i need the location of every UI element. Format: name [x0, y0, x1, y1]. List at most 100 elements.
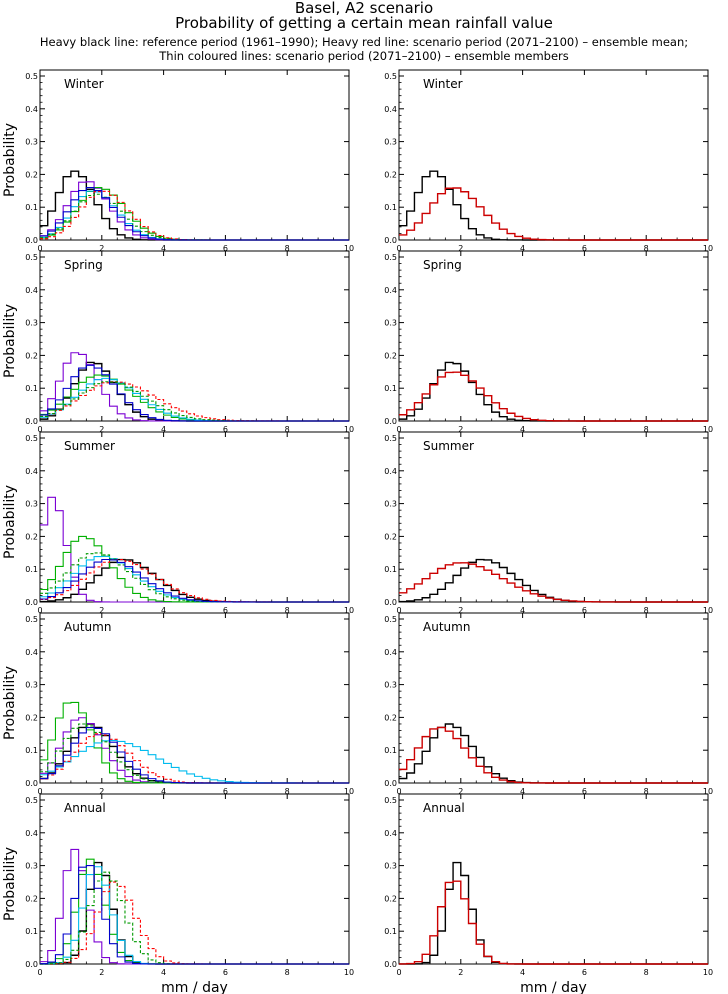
- x-tick-label-right-annual: 0: [396, 968, 401, 977]
- y-tick-label-left-annual: 0.1: [25, 927, 38, 936]
- x-tick-label-left-autumn: 8: [285, 787, 290, 796]
- y-tick-label-right-winter: 0.0: [384, 236, 397, 245]
- x-tick-label-right-summer: 4: [520, 606, 525, 615]
- y-tick-label-right-autumn: 0.0: [384, 779, 397, 788]
- series-member-left-winter-6: [40, 186, 349, 241]
- x-tick-label-right-annual: 2: [458, 968, 463, 977]
- y-tick-label-left-winter: 0.1: [25, 203, 38, 212]
- y-tick-label-left-summer: 0.2: [25, 532, 38, 541]
- legend-note-line2: Thin coloured lines: scenario period (20…: [159, 49, 569, 63]
- y-tick-label-left-summer: 0.3: [25, 500, 38, 509]
- y-tick-label-left-summer: 0.4: [25, 467, 38, 476]
- season-label-right-winter: Winter: [423, 77, 463, 91]
- y-tick-label-left-autumn: 0.5: [25, 615, 38, 624]
- x-tick-label-left-annual: 2: [99, 968, 104, 977]
- y-tick-label-left-annual: 0.3: [25, 862, 38, 871]
- x-tick-label-right-winter: 10: [703, 244, 713, 253]
- x-tick-label-right-winter: 0: [396, 244, 401, 253]
- season-label-right-annual: Annual: [423, 801, 465, 815]
- y-tick-label-right-autumn: 0.3: [384, 681, 397, 690]
- plot-frame-right-summer: [398, 431, 709, 603]
- x-tick-label-left-autumn: 10: [344, 787, 354, 796]
- y-tick-label-right-autumn: 0.2: [384, 713, 397, 722]
- x-tick-label-right-summer: 6: [582, 606, 587, 615]
- x-tick-label-left-winter: 6: [223, 244, 228, 253]
- legend-note-line1: Heavy black line: reference period (1961…: [39, 35, 689, 49]
- y-axis-title-left-spring: Probability: [2, 304, 18, 378]
- x-tick-label-right-autumn: 4: [520, 787, 525, 796]
- y-tick-label-left-winter: 0.4: [25, 105, 38, 114]
- x-tick-label-right-winter: 6: [582, 244, 587, 253]
- x-tick-label-left-annual: 4: [161, 968, 166, 977]
- series-scenario_mean-right-spring-1: [399, 371, 708, 422]
- x-tick-label-right-winter: 4: [520, 244, 525, 253]
- x-tick-label-left-spring: 10: [344, 425, 354, 434]
- series-member-left-annual-6: [40, 865, 349, 965]
- series-scenario_mean-right-summer-1: [399, 562, 708, 603]
- y-tick-label-left-summer: 0.5: [25, 434, 38, 443]
- x-tick-label-left-summer: 8: [285, 606, 290, 615]
- y-tick-label-left-autumn: 0.4: [25, 648, 38, 657]
- x-axis-title-left-annual: mm / day: [161, 980, 228, 994]
- plot-frame-right-winter: [398, 69, 709, 241]
- x-tick-label-right-spring: 4: [520, 425, 525, 434]
- x-tick-label-right-autumn: 0: [396, 787, 401, 796]
- y-tick-label-right-autumn: 0.1: [384, 746, 397, 755]
- x-tick-label-right-spring: 8: [644, 425, 649, 434]
- series-scenario_mean-right-winter-1: [399, 187, 708, 241]
- x-tick-label-left-spring: 0: [37, 425, 42, 434]
- y-axis-title-left-summer: Probability: [2, 485, 18, 559]
- y-tick-label-left-summer: 0.1: [25, 565, 38, 574]
- y-tick-label-right-winter: 0.3: [384, 138, 397, 147]
- x-tick-label-right-spring: 2: [458, 425, 463, 434]
- x-tick-label-left-autumn: 4: [161, 787, 166, 796]
- y-tick-label-left-autumn: 0.0: [25, 779, 38, 788]
- figure-subtitle: Probability of getting a certain mean ra…: [175, 14, 553, 32]
- x-tick-label-right-autumn: 6: [582, 787, 587, 796]
- x-tick-label-left-summer: 6: [223, 606, 228, 615]
- y-tick-label-left-spring: 0.2: [25, 351, 38, 360]
- x-tick-label-right-spring: 6: [582, 425, 587, 434]
- y-tick-label-left-winter: 0.2: [25, 170, 38, 179]
- y-tick-label-right-annual: 0.2: [384, 894, 397, 903]
- y-tick-label-right-autumn: 0.5: [384, 615, 397, 624]
- series-reference-right-autumn-0: [399, 723, 708, 784]
- y-tick-label-right-summer: 0.3: [384, 500, 397, 509]
- season-label-left-winter: Winter: [64, 77, 104, 91]
- y-tick-label-right-winter: 0.5: [384, 72, 397, 81]
- x-tick-label-left-summer: 10: [344, 606, 354, 615]
- x-tick-label-right-winter: 2: [458, 244, 463, 253]
- x-tick-label-right-summer: 0: [396, 606, 401, 615]
- y-tick-label-right-annual: 0.3: [384, 862, 397, 871]
- x-tick-label-right-summer: 10: [703, 606, 713, 615]
- x-tick-label-right-annual: 6: [582, 968, 587, 977]
- x-tick-label-left-summer: 4: [161, 606, 166, 615]
- x-tick-label-right-spring: 0: [396, 425, 401, 434]
- season-label-left-annual: Annual: [64, 801, 106, 815]
- x-tick-label-left-spring: 2: [99, 425, 104, 434]
- y-tick-label-right-summer: 0.2: [384, 532, 397, 541]
- series-member-left-autumn-3: [40, 739, 349, 784]
- y-tick-label-right-summer: 0.0: [384, 598, 397, 607]
- x-tick-label-right-summer: 2: [458, 606, 463, 615]
- y-tick-label-right-annual: 0.1: [384, 927, 397, 936]
- season-label-left-autumn: Autumn: [64, 620, 111, 634]
- season-label-right-autumn: Autumn: [423, 620, 470, 634]
- y-tick-label-left-spring: 0.1: [25, 384, 38, 393]
- y-tick-label-right-winter: 0.4: [384, 105, 397, 114]
- x-tick-label-left-winter: 0: [37, 244, 42, 253]
- y-tick-label-right-autumn: 0.4: [384, 648, 397, 657]
- y-axis-title-left-winter: Probability: [2, 123, 18, 197]
- series-reference-right-winter-0: [399, 170, 708, 241]
- x-tick-label-left-annual: 10: [344, 968, 354, 977]
- plot-frame-right-annual: [398, 793, 709, 965]
- x-tick-label-left-winter: 8: [285, 244, 290, 253]
- x-tick-label-right-autumn: 10: [703, 787, 713, 796]
- x-tick-label-right-autumn: 2: [458, 787, 463, 796]
- plot-frame-left-summer: [39, 431, 350, 603]
- x-tick-label-left-annual: 8: [285, 968, 290, 977]
- y-tick-label-left-winter: 0.5: [25, 72, 38, 81]
- y-tick-label-right-annual: 0.4: [384, 829, 397, 838]
- series-reference-right-annual-0: [399, 861, 708, 965]
